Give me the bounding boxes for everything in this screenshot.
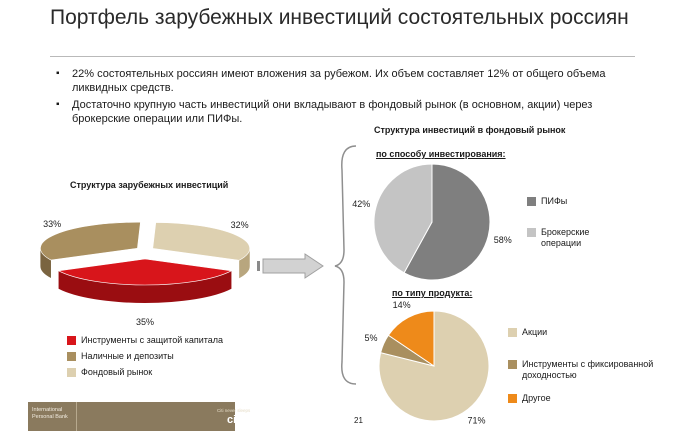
arrow-icon (257, 253, 324, 279)
legend-swatch (67, 335, 76, 345)
bullet-item: 22% состоятельных россиян имеют вложения… (56, 67, 646, 95)
footer-bank-bar: International Personal Bank Citi never s… (28, 402, 250, 431)
pie-slice-side (239, 248, 250, 279)
legend-label: Брокерские операции (541, 227, 590, 248)
data-label: 35% (136, 317, 154, 327)
pie-slice-side (58, 270, 232, 303)
footer-line: International (32, 407, 63, 413)
data-label: 58% (494, 235, 512, 245)
legend-swatch (527, 228, 536, 237)
legend-item: Акции (508, 327, 547, 337)
arrow-shape (262, 253, 324, 279)
footer-bank-name: International Personal Bank (28, 402, 76, 431)
citi-logo: citi (227, 414, 243, 426)
arrow-tick (257, 261, 260, 271)
footer-tagline: Citi never sleeps (217, 408, 251, 413)
pie-slice (40, 221, 141, 261)
pie-slice (57, 258, 233, 286)
legend-swatch (67, 367, 76, 377)
legend-label: Другое (522, 393, 551, 403)
bullet-list: 22% состоятельных россиян имеют вложения… (56, 67, 646, 129)
data-label: 5% (364, 333, 377, 343)
data-label: 14% (393, 300, 411, 310)
pie-slice (387, 310, 435, 367)
data-label: 32% (231, 220, 249, 230)
footer-line: Personal Bank (32, 414, 68, 420)
data-label: 42% (352, 199, 370, 209)
left-chart-title: Структура зарубежных инвестиций (70, 180, 229, 190)
pie-3d-chart: 35% 33% 32% (40, 219, 250, 327)
legend-item: Фондовый рынок (67, 367, 152, 377)
bullet-item: Достаточно крупную часть инвестиций они … (56, 98, 646, 126)
legend-item: Наличные и депозиты (67, 351, 174, 361)
legend-label: ПИФы (541, 196, 568, 206)
brace-icon (334, 145, 357, 385)
legend-label: Инструменты с защитой капитала (81, 335, 224, 345)
pie-slice (378, 310, 490, 422)
legend-swatch (508, 393, 517, 403)
footer-brand-panel: Citi never sleeps citi (76, 402, 250, 431)
right-section-title: Структура инвестиций в фондовый рынок (374, 125, 566, 135)
pie-product-type: 71% 5% 14% (364, 300, 490, 425)
legend-label: Инструменты с фиксированной доходностью (522, 359, 654, 380)
pie-slice (403, 163, 491, 281)
legend-swatch (508, 327, 517, 337)
legend-swatch (527, 196, 536, 206)
legend-item: Брокерские операции (527, 227, 613, 249)
legend-item: Другое (508, 393, 551, 403)
legend-item: Инструменты с фиксированной доходностью (508, 359, 672, 381)
legend-label: Фондовый рынок (81, 367, 153, 377)
slide-title: Портфель зарубежных инвестиций состоятел… (50, 6, 629, 29)
pie-slice-side (40, 248, 51, 279)
legend-swatch (67, 351, 76, 361)
subchart-2-title: по типу продукта: (392, 288, 473, 298)
pie-slice (152, 222, 250, 261)
legend-item: Инструменты с защитой капитала (67, 335, 223, 345)
subchart-1-title: по способу инвестирования: (376, 149, 506, 159)
legend-label: Наличные и депозиты (81, 351, 174, 361)
page-number: 21 (354, 416, 363, 425)
pie-slice (373, 163, 433, 274)
pie-investing-method: 58% 42% (352, 163, 512, 281)
data-label: 71% (467, 415, 485, 425)
legend-swatch (508, 360, 517, 369)
data-label: 33% (43, 219, 61, 229)
title-divider (50, 56, 635, 57)
legend-label: Акции (522, 327, 548, 337)
legend-item: ПИФы (527, 196, 567, 206)
